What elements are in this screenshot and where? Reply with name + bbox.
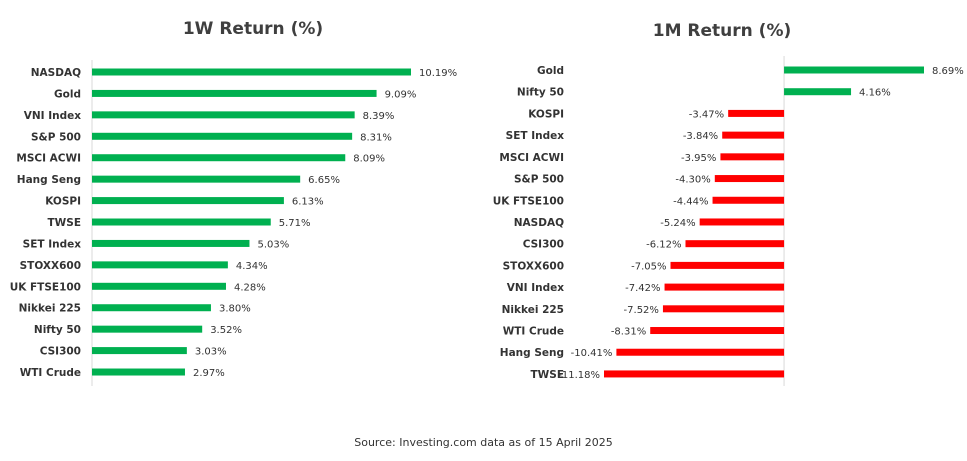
chart-1m-title: 1M Return (%) (653, 21, 792, 41)
category-label: CSI300 (523, 239, 564, 251)
data-label: -10.41% (571, 348, 613, 359)
category-label: WTI Crude (20, 367, 81, 379)
data-label: 6.13% (292, 197, 324, 208)
bar (664, 283, 785, 291)
data-label: -8.31% (611, 327, 646, 338)
bar (92, 368, 185, 376)
data-label: 3.03% (195, 347, 227, 358)
bar (92, 218, 271, 226)
category-label: VNI Index (507, 282, 564, 294)
category-label: S&P 500 (514, 174, 564, 186)
bar (784, 88, 852, 96)
category-label: MSCI ACWI (16, 153, 81, 165)
bar (92, 154, 346, 162)
data-label: 4.16% (859, 88, 891, 99)
bar (699, 218, 785, 226)
category-label: TWSE (48, 217, 81, 229)
category-label: VNI Index (24, 110, 81, 122)
bar (722, 131, 785, 139)
data-label: 10.19% (419, 68, 457, 79)
data-label: 4.28% (234, 282, 266, 293)
category-label: WTI Crude (503, 326, 564, 338)
data-label: -3.47% (689, 109, 724, 120)
bar (616, 348, 785, 356)
category-label: Hang Seng (17, 174, 81, 186)
data-label: -3.84% (683, 131, 718, 142)
data-label: -7.52% (624, 305, 659, 316)
bar (712, 196, 785, 204)
data-label: -4.44% (673, 196, 708, 207)
source-note: Source: Investing.com data as of 15 Apri… (354, 436, 613, 449)
category-label: MSCI ACWI (499, 152, 564, 164)
bar (92, 175, 301, 183)
category-label: CSI300 (40, 346, 81, 358)
bar (685, 240, 785, 248)
chart-1w-title: 1W Return (%) (183, 19, 323, 39)
bar (92, 132, 353, 140)
category-label: UK FTSE100 (10, 281, 81, 293)
category-label: KOSPI (528, 108, 564, 120)
category-label: Nifty 50 (517, 87, 564, 99)
category-label: Nifty 50 (34, 324, 81, 336)
bar (92, 239, 250, 247)
category-label: UK FTSE100 (493, 195, 564, 207)
category-label: NASDAQ (31, 67, 81, 79)
data-label: 8.31% (360, 132, 392, 143)
bar (92, 261, 228, 269)
chart-1w-return: 1W Return (%) NASDAQ 10.19% Gold 9.09% VNI I… (10, 19, 457, 386)
data-label: 5.71% (279, 218, 311, 229)
category-label: Gold (54, 88, 81, 100)
bar (92, 68, 411, 76)
data-label: 8.39% (363, 111, 395, 122)
bar (92, 304, 211, 312)
category-label: TWSE (531, 369, 564, 381)
data-label: 8.09% (353, 154, 385, 165)
bar (720, 153, 785, 161)
data-label: -3.95% (681, 153, 716, 164)
bar (92, 347, 187, 355)
data-label: 5.03% (257, 239, 289, 250)
bar (662, 305, 785, 313)
category-label: Gold (537, 65, 564, 77)
data-label: -4.30% (675, 175, 710, 186)
data-label: -11.18% (558, 370, 600, 381)
bar (92, 89, 377, 97)
data-label: 3.52% (210, 325, 242, 336)
category-label: S&P 500 (31, 131, 81, 143)
category-label: STOXX600 (20, 260, 81, 272)
bar (92, 325, 203, 333)
bar (92, 111, 355, 119)
data-label: -7.05% (631, 261, 666, 272)
bar (714, 175, 785, 183)
data-label: -7.42% (625, 283, 660, 294)
category-label: Nikkei 225 (19, 303, 81, 315)
bar (92, 282, 226, 290)
data-label: -5.24% (660, 218, 695, 229)
bar (670, 261, 785, 269)
data-label: 2.97% (193, 368, 225, 379)
bar (784, 66, 924, 74)
category-label: Nikkei 225 (502, 304, 564, 316)
category-label: STOXX600 (503, 260, 564, 272)
data-label: 9.09% (385, 89, 417, 100)
category-label: Hang Seng (500, 347, 564, 359)
category-label: SET Index (506, 130, 565, 142)
category-label: NASDAQ (514, 217, 564, 229)
category-label: SET Index (23, 238, 82, 250)
bar (92, 197, 284, 205)
data-label: 6.65% (308, 175, 340, 186)
bar (728, 109, 785, 117)
data-label: -6.12% (646, 240, 681, 251)
data-label: 8.69% (932, 66, 964, 77)
category-label: KOSPI (45, 196, 81, 208)
bar (650, 327, 785, 335)
data-label: 3.80% (219, 304, 251, 315)
data-label: 4.34% (236, 261, 268, 272)
bar (604, 370, 785, 378)
chart-1m-return: 1M Return (%) Gold 8.69% Nifty 50 4.16% KOSP… (493, 21, 964, 386)
